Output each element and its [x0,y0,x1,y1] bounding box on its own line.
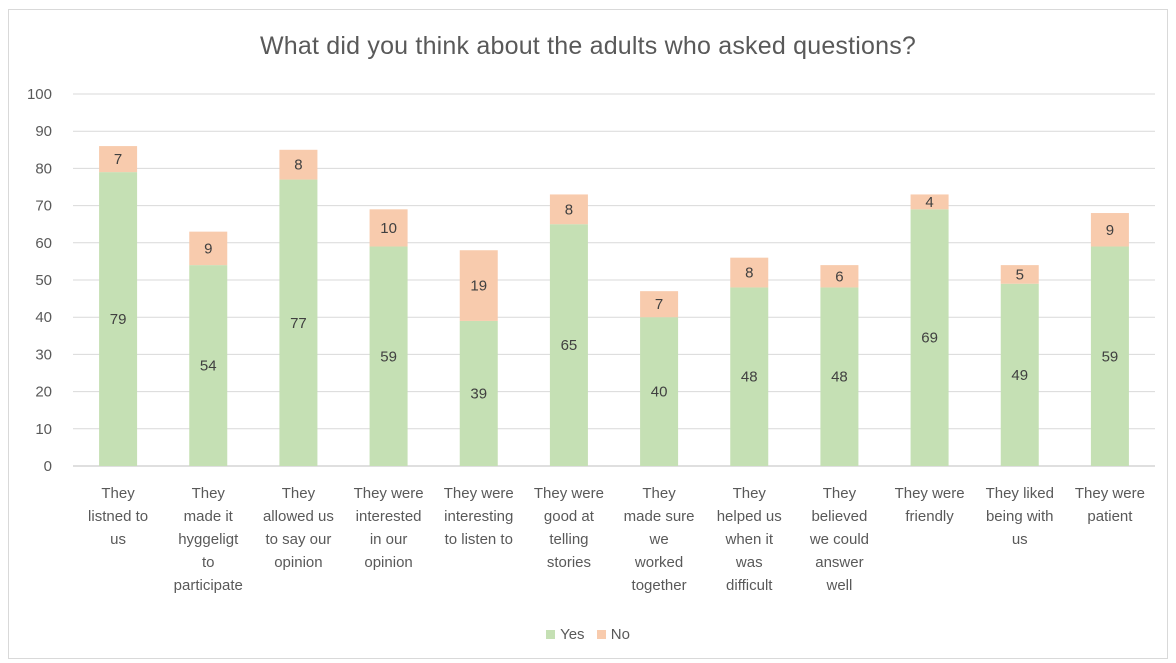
bar-no [910,194,949,210]
bar-yes [459,320,498,466]
gridlines [73,93,1155,467]
bar-no [820,265,859,288]
bar-yes [99,172,138,466]
y-tick-label: 70 [35,198,52,215]
data-label-no: 8 [294,157,302,174]
data-label-no: 19 [470,278,487,295]
data-label-no: 9 [1106,222,1114,239]
y-tick-label: 100 [27,86,52,103]
bar-no [1000,265,1039,284]
bar-no [640,291,679,318]
legend-label-yes: Yes [560,626,585,643]
x-category-label: They believed we could answer well [809,485,869,594]
legend: Yes No [0,626,1176,643]
bar-yes [640,317,679,466]
bar-yes [549,224,588,466]
data-label-yes: 48 [741,369,758,386]
bar-no [99,146,138,173]
y-tick-label: 10 [35,421,52,438]
data-label-yes: 69 [921,330,938,347]
data-label-no: 7 [114,151,122,168]
legend-item-no: No [596,626,630,643]
data-labels: 79 7 54 9 77 8 59 10 39 19 65 8 40 7 48 8 48 6 69 4 49 5 59 9 [110,151,1119,402]
y-tick-label: 50 [35,272,52,289]
y-tick-label: 80 [35,160,52,177]
bar-no [279,149,318,180]
data-label-no: 8 [745,265,753,282]
bar-no [369,209,408,247]
data-label-yes: 49 [1011,367,1028,384]
data-label-yes: 77 [290,315,307,332]
data-label-no: 7 [655,296,663,313]
legend-item-yes: Yes [546,626,585,643]
data-label-yes: 54 [200,358,217,375]
y-tick-label: 30 [35,346,52,363]
x-category-label: They were interested in our opinion [354,485,424,571]
x-category-label: They liked being with us [986,485,1054,548]
y-tick-label: 0 [44,458,52,475]
bar-yes [1090,246,1129,466]
bar-no [189,231,228,266]
bar-no [549,194,588,225]
bar-no [730,257,769,288]
data-label-no: 10 [380,220,397,237]
bar-no [1090,213,1129,247]
x-category-label: They listned to us [88,485,148,548]
y-tick-label: 60 [35,235,52,252]
bar-yes [1000,283,1039,466]
y-tick-label: 90 [35,123,52,140]
y-tick-label: 20 [35,384,52,401]
data-label-yes: 59 [380,348,397,365]
x-category-label: They made sure we worked together [624,485,695,594]
bar-yes [279,179,318,466]
bar-yes [730,287,769,466]
x-category-label: They helped us when it was difficult [717,485,782,594]
bar-no [459,250,498,321]
chart-title: What did you think about the adults who … [259,32,917,60]
data-label-yes: 39 [470,385,487,402]
legend-label-no: No [610,626,630,643]
data-label-yes: 48 [831,369,848,386]
data-label-yes: 65 [561,337,578,354]
bar-yes [369,246,408,466]
y-tick-label: 40 [35,309,52,326]
data-label-no: 4 [925,194,933,211]
x-axis-categories: They listned to us They made it hyggeligt to pa… [88,485,1145,594]
y-axis-ticks: 0 10 20 30 40 50 60 70 80 90 100 [27,86,52,475]
data-label-no: 6 [835,268,843,285]
x-category-label: They were friendly [895,485,965,525]
bar-yes [820,287,859,466]
x-category-label: They were interesting to listen to [444,485,514,548]
x-category-label: They were good at telling stories [534,485,604,571]
bar-yes [189,265,228,466]
data-label-no: 8 [565,201,573,218]
x-category-label: They were patient [1075,485,1145,525]
data-label-no: 9 [204,240,212,257]
bar-yes [910,209,949,466]
data-label-yes: 40 [651,384,668,401]
data-label-yes: 79 [110,311,127,328]
legend-swatch-no [596,630,606,639]
bars [99,146,1129,466]
data-label-no: 5 [1016,266,1024,283]
data-label-yes: 59 [1102,348,1119,365]
legend-swatch-yes [546,630,556,639]
x-category-label: They allowed us to say our opinion [263,485,334,571]
x-category-label: They made it hyggeligt to participate [174,485,243,594]
